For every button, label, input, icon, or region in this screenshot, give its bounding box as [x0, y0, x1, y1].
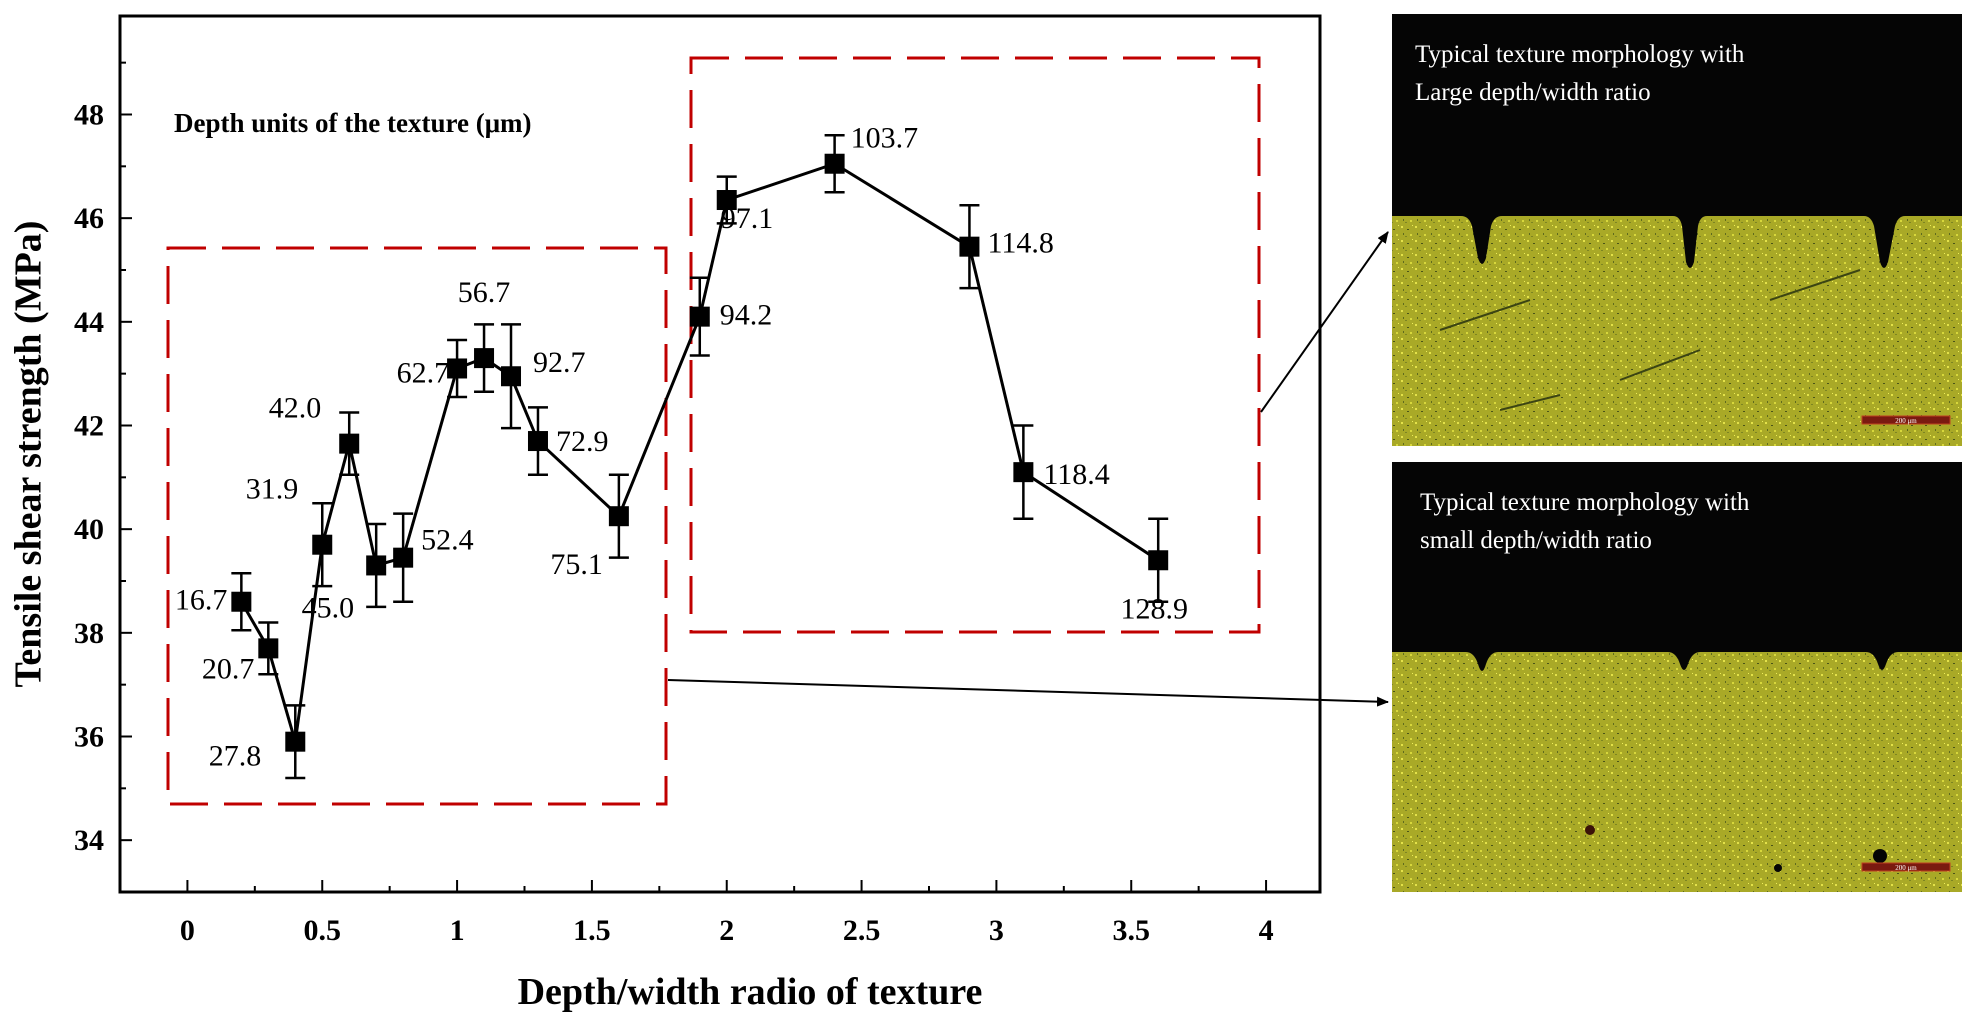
data-point-label: 128.9 [1120, 592, 1188, 625]
data-point-marker [339, 433, 360, 454]
y-tick-label: 44 [74, 306, 104, 339]
y-axis-title: Tensile shear strength (MPa) [8, 221, 50, 688]
data-point-labels: 16.7 20.7 27.8 31.9 42.0 45.0 52.4 62.7 56.7 92.7… [175, 122, 1188, 773]
data-point-marker [1013, 462, 1034, 483]
data-point-label: 31.9 [246, 473, 299, 506]
data-point-label: 16.7 [175, 584, 228, 617]
series-line [240, 162, 1160, 743]
x-tick-label: 2.5 [843, 914, 881, 947]
micrograph-small-ratio-pore [1873, 849, 1887, 863]
data-point-marker [689, 306, 710, 327]
x-tick-label: 0.5 [303, 914, 341, 947]
x-tick-label: 1 [450, 914, 465, 947]
data-point-label: 27.8 [209, 740, 262, 773]
micrograph-large-ratio-caption-line1: Typical texture morphology with [1415, 41, 1745, 68]
micrograph-small-ratio-pore-2 [1774, 864, 1782, 872]
micrograph-small-ratio-pore-3 [1585, 825, 1595, 835]
high-ratio-highlight-box [689, 56, 1261, 634]
micrograph-small-ratio-scale-bar [1861, 862, 1951, 872]
data-point-marker [393, 547, 414, 568]
arrow-to-large-ratio-micrograph [1260, 231, 1389, 413]
micrograph-large-ratio: Typical texture morphology with Large de… [1392, 14, 1962, 446]
data-point-marker [608, 506, 629, 527]
micrograph-small-ratio-caption-line2: small depth/width ratio [1420, 527, 1652, 554]
y-tick-label: 34 [74, 824, 104, 857]
data-point-label: 94.2 [720, 299, 773, 332]
data-point-marker [824, 153, 845, 174]
data-point-marker [501, 366, 522, 387]
data-point-label: 62.7 [397, 356, 450, 389]
micrograph-small-ratio: Typical texture morphology with small de… [1392, 462, 1962, 892]
data-point-marker [527, 431, 548, 452]
micrograph-small-ratio-caption-line1: Typical texture morphology with [1420, 489, 1750, 516]
x-tick-label: 3.5 [1112, 914, 1150, 947]
plot-frame [118, 14, 1322, 894]
micrograph-large-ratio-scale-bar [1861, 415, 1951, 425]
data-point-label: 92.7 [533, 346, 586, 379]
data-point-marker [258, 638, 279, 659]
data-point-label: 114.8 [987, 227, 1053, 260]
data-point-marker [447, 358, 468, 379]
data-markers [231, 153, 1169, 752]
y-tick-label: 46 [74, 202, 104, 235]
data-point-marker [366, 555, 387, 576]
micrograph-large-ratio-dark-region [1392, 14, 1962, 268]
data-point-marker [312, 534, 333, 555]
micrograph-small-ratio-scale-label: 200 μm [1895, 864, 1917, 872]
data-point-marker [285, 731, 306, 752]
micrograph-large-ratio-scale-label: 200 μm [1895, 417, 1917, 425]
y-tick-label: 38 [74, 617, 104, 650]
y-tick-label: 36 [74, 720, 104, 753]
x-tick-label: 0 [180, 914, 195, 947]
depth-units-annotation: Depth units of the texture (μm) [174, 108, 532, 138]
x-tick-label: 3 [989, 914, 1004, 947]
data-point-marker [959, 236, 980, 257]
series-tensile-shear-strength: 16.7 20.7 27.8 31.9 42.0 45.0 52.4 62.7 56.7 92.7… [175, 122, 1188, 780]
data-point-label: 20.7 [202, 652, 255, 685]
micrograph-small-ratio-dark-region [1392, 462, 1962, 671]
data-point-label: 72.9 [556, 425, 609, 458]
data-point-label: 103.7 [851, 122, 919, 155]
data-point-label: 42.0 [269, 392, 322, 425]
y-axis-ticks: 34 36 38 40 42 44 46 48 [74, 61, 132, 857]
low-ratio-highlight-box [166, 246, 668, 806]
data-point-marker [474, 348, 495, 369]
x-tick-label: 2 [719, 914, 734, 947]
error-bars [231, 133, 1169, 780]
micrograph-large-ratio-caption-line2: Large depth/width ratio [1415, 79, 1651, 106]
data-point-marker [231, 591, 252, 612]
x-tick-label: 1.5 [573, 914, 611, 947]
x-axis-ticks: 0 0.5 1 1.5 2 2.5 3 3.5 4 [180, 880, 1274, 947]
x-tick-label: 4 [1259, 914, 1274, 947]
data-point-label: 118.4 [1043, 458, 1109, 491]
data-point-marker [716, 190, 737, 211]
y-tick-label: 40 [74, 513, 104, 546]
data-point-label: 52.4 [421, 524, 474, 557]
y-tick-label: 42 [74, 409, 104, 442]
data-point-label: 97.1 [721, 202, 774, 235]
micrograph-large-ratio-scratch [1439, 269, 1861, 411]
data-point-label: 45.0 [302, 591, 355, 624]
data-point-label: 75.1 [550, 548, 603, 581]
data-point-label: 56.7 [458, 276, 511, 309]
data-point-marker [1148, 550, 1169, 571]
y-tick-label: 48 [74, 98, 104, 131]
x-axis-title: Depth/width radio of texture [518, 971, 983, 1013]
arrow-to-small-ratio-micrograph [667, 679, 1389, 707]
